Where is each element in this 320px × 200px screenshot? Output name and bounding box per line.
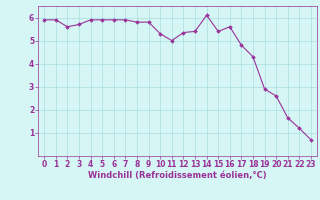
X-axis label: Windchill (Refroidissement éolien,°C): Windchill (Refroidissement éolien,°C) [88, 171, 267, 180]
